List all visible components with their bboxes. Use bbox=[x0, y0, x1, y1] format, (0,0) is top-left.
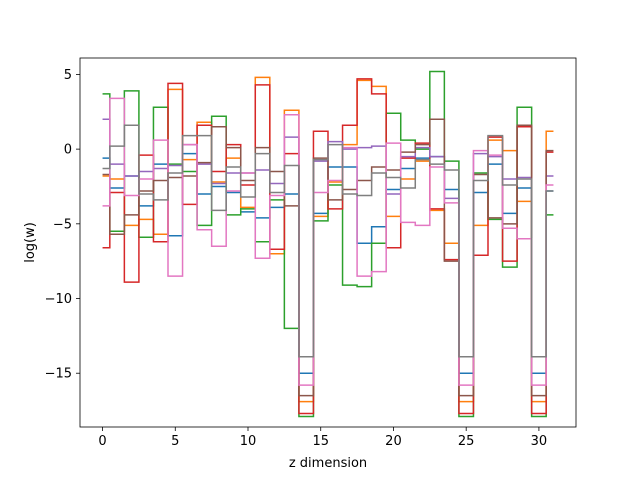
x-tick-label: 30 bbox=[531, 434, 548, 449]
x-tick-label: 5 bbox=[171, 434, 179, 449]
x-tick-label: 10 bbox=[240, 434, 257, 449]
axes-frame bbox=[79, 57, 577, 428]
series-line-7 bbox=[102, 97, 554, 386]
series-line-5 bbox=[102, 118, 554, 358]
x-tick-label: 15 bbox=[312, 434, 329, 449]
y-tick-label: −10 bbox=[45, 292, 72, 307]
series-line-6 bbox=[102, 118, 554, 397]
y-tick-label: 0 bbox=[64, 143, 72, 158]
series-layer bbox=[102, 70, 554, 418]
x-tick-label: 0 bbox=[98, 434, 106, 449]
y-tick-label: −15 bbox=[45, 367, 72, 382]
x-axis-label: z dimension bbox=[289, 456, 367, 471]
x-tick-label: 25 bbox=[458, 434, 475, 449]
x-tick-label: 20 bbox=[385, 434, 402, 449]
y-axis-label: log(w) bbox=[23, 222, 38, 263]
y-tick-label: −5 bbox=[53, 217, 72, 232]
series-line-8 bbox=[102, 124, 554, 358]
tick-layer: 0 5 10 15 20 25 30 5 0 −5 −10 −15 bbox=[45, 68, 548, 449]
y-tick-label: 5 bbox=[64, 68, 72, 83]
